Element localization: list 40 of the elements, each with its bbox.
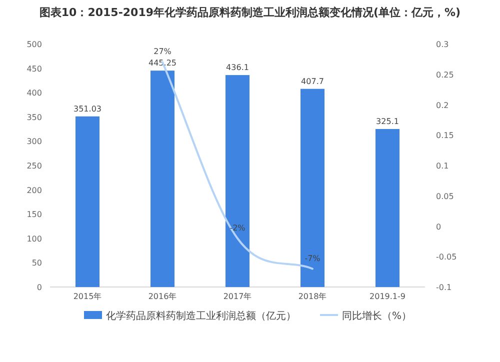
y-tick-label: 500 <box>26 40 42 49</box>
data-label: 325.1 <box>376 117 399 126</box>
bar <box>300 88 324 287</box>
bar <box>226 75 250 287</box>
x-tick-label: 2018年 <box>298 292 327 301</box>
data-label: 436.1 <box>226 63 249 72</box>
y-tick-label: 350 <box>26 112 42 122</box>
y-tick-label: 400 <box>26 88 42 98</box>
x-tick-label: 2017年 <box>223 292 252 301</box>
x-tick-label: 2015年 <box>73 292 102 301</box>
y-tick-label: 0 <box>36 283 42 292</box>
y-tick-label: 100 <box>26 234 42 244</box>
y-tick-label: 300 <box>26 137 42 146</box>
bar <box>76 116 100 287</box>
y2-tick-label: 0 <box>436 222 442 232</box>
chart-title: 图表10：2015-2019年化学药品原料药制造工业利润总额变化情况(单位：亿元，%) <box>39 6 461 19</box>
data-label: 27% <box>154 47 172 56</box>
legend-label: 同比增长（%） <box>342 310 412 322</box>
y-tick-label: 250 <box>26 162 42 170</box>
legend-label: 化学药品原料药制造工业利润总额（亿元） <box>106 310 296 322</box>
data-label: 351.03 <box>74 104 102 114</box>
y-tick-label: 450 <box>26 64 42 74</box>
y2-tick-label: 0.25 <box>436 70 454 80</box>
y2-tick-label: 0.05 <box>436 192 454 201</box>
bar <box>376 129 400 287</box>
y-tick-label: 50 <box>32 258 42 268</box>
y2-tick-label: 0.1 <box>436 162 449 170</box>
y-tick-label: 150 <box>26 210 42 220</box>
data-label: 445.25 <box>148 58 176 68</box>
y2-tick-label: -0.1 <box>436 283 452 292</box>
y2-tick-label: 0.2 <box>436 100 449 110</box>
x-tick-label: 2016年 <box>148 292 177 301</box>
data-label: 407.7 <box>301 76 324 86</box>
y2-tick-label: 0.15 <box>436 131 454 140</box>
y2-tick-label: 0.3 <box>436 40 449 49</box>
y-tick-label: 200 <box>26 186 42 195</box>
bar <box>150 70 174 287</box>
y2-tick-label: -0.05 <box>436 252 457 262</box>
data-label: -7% <box>304 254 321 263</box>
x-tick-label: 2019.1-9 <box>370 292 406 301</box>
